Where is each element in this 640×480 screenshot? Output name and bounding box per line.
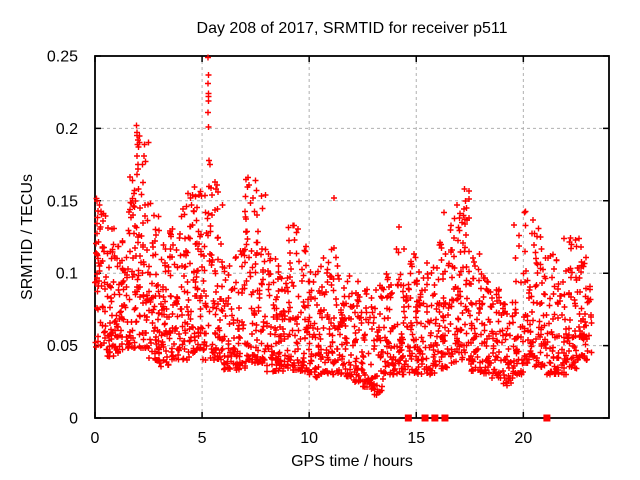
y-tick-label: 0 xyxy=(69,411,78,428)
zero-marker xyxy=(431,414,439,422)
zero-marker xyxy=(404,414,412,422)
x-tick-label: 15 xyxy=(407,430,425,447)
plot-border xyxy=(94,55,610,419)
zero-marker xyxy=(441,414,449,422)
x-axis-label: GPS time / hours xyxy=(291,453,413,470)
x-tick-label: 10 xyxy=(300,430,318,447)
y-tick-label: 0.25 xyxy=(47,49,78,66)
y-tick-label: 0.1 xyxy=(56,266,78,283)
chart-title: Day 208 of 2017, SRMTID for receiver p51… xyxy=(196,20,508,37)
scatter-points xyxy=(92,54,595,398)
y-tick-label: 0.05 xyxy=(47,338,78,355)
x-tick-label: 5 xyxy=(198,430,207,447)
x-tick-label: 20 xyxy=(514,430,532,447)
y-tick-label: 0.2 xyxy=(56,121,78,138)
x-tick-label: 0 xyxy=(91,430,100,447)
zero-marker xyxy=(543,414,551,422)
zero-marker xyxy=(421,414,429,422)
y-tick-label: 0.15 xyxy=(47,193,78,210)
